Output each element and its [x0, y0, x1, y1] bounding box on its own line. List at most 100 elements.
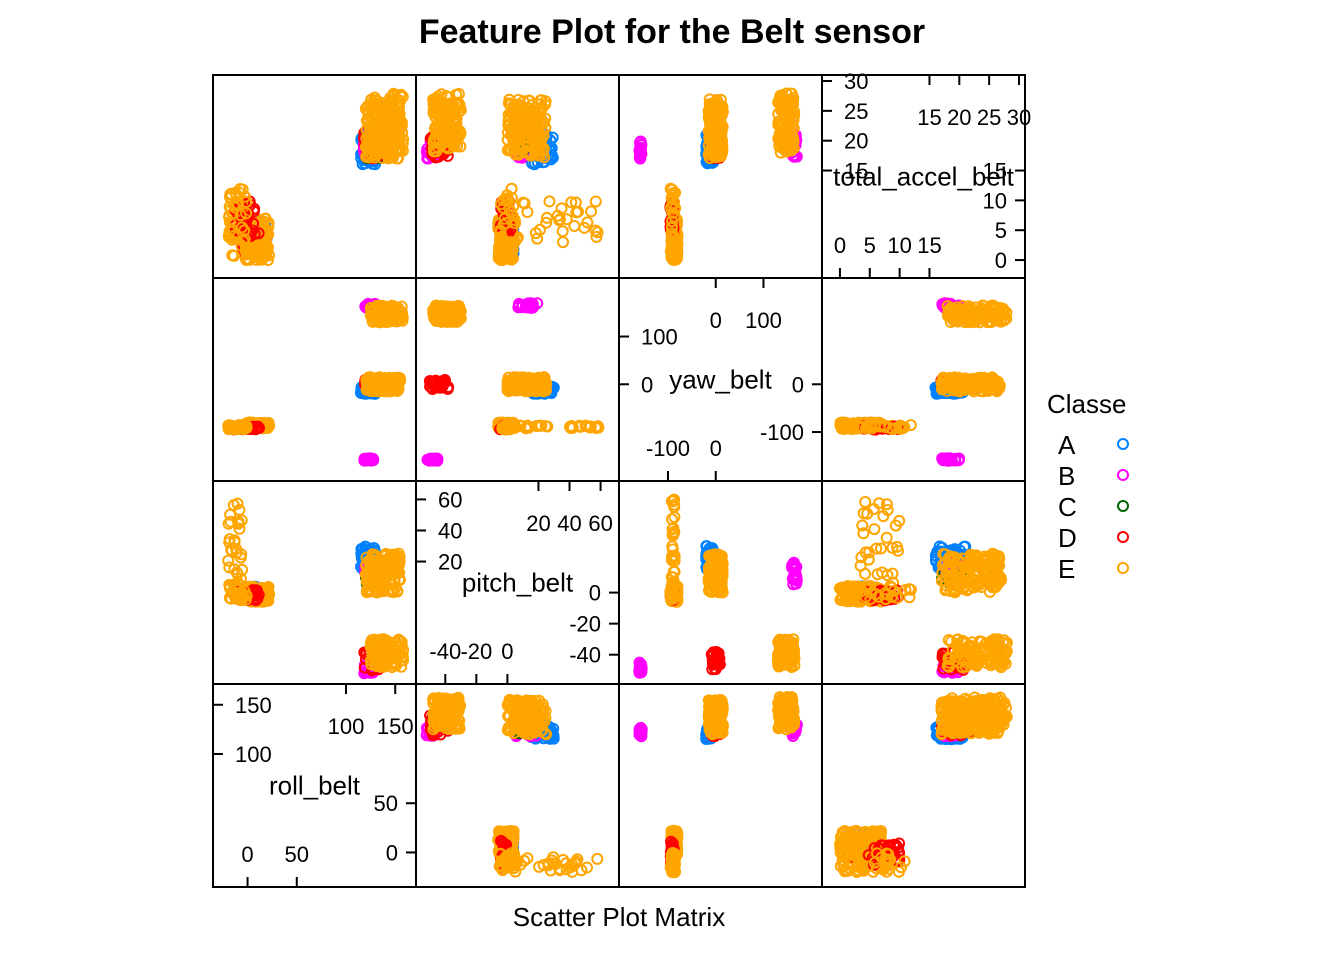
data-point-E: [438, 100, 451, 113]
data-point-E: [436, 134, 449, 147]
data-point-E: [238, 224, 251, 237]
panel-r0-c2: [618, 74, 823, 279]
data-point-E: [501, 126, 514, 139]
panel-r1-c0: [212, 277, 417, 482]
data-point-E: [500, 217, 513, 230]
data-point-E: [240, 254, 253, 266]
tick-label: 0: [710, 436, 722, 461]
tick-label: 100: [745, 308, 782, 333]
data-point-E: [234, 183, 247, 195]
data-point-E: [521, 206, 534, 218]
tick-label: 5: [995, 218, 1007, 243]
data-point-E: [243, 247, 256, 260]
data-point-E: [430, 120, 443, 133]
data-point-E: [386, 90, 399, 103]
data-point-E: [234, 209, 247, 222]
data-point-E: [393, 144, 406, 157]
data-point-E: [227, 229, 240, 242]
data-point-E: [543, 195, 556, 208]
data-point-E: [452, 87, 465, 100]
data-point-E: [555, 202, 568, 215]
data-point-E: [383, 112, 396, 125]
tick-label: 15: [917, 233, 941, 258]
chart-title: Feature Plot for the Belt sensor: [419, 13, 925, 51]
data-point-E: [366, 128, 378, 141]
data-point-E: [263, 249, 275, 262]
tick-label: 20: [844, 129, 868, 154]
data-point-E: [427, 104, 440, 116]
data-point-E: [554, 213, 566, 226]
data-point-E: [540, 216, 553, 229]
data-point-E: [538, 151, 551, 164]
tick-label: 25: [977, 105, 1001, 130]
data-point-E: [534, 223, 546, 236]
data-point-E: [568, 220, 581, 232]
data-point-E: [236, 221, 248, 234]
data-point-E: [591, 226, 604, 239]
data-point-E: [223, 216, 236, 228]
data-point-E: [388, 88, 401, 101]
data-point-E: [507, 118, 520, 131]
panel-r2-c0: [212, 480, 417, 685]
data-point-E: [430, 136, 443, 149]
data-point-E: [238, 233, 251, 246]
data-point-E: [496, 254, 509, 266]
data-point-E: [585, 205, 598, 218]
panel-r0-c0: [212, 74, 417, 279]
data-point-E: [503, 251, 516, 264]
data-point-E: [517, 196, 530, 209]
tick-label: 20: [947, 105, 971, 130]
data-point-E: [556, 225, 569, 238]
data-point-E: [532, 106, 545, 119]
tick-label: 100: [641, 325, 678, 350]
variable-label: yaw_belt: [669, 365, 772, 395]
data-point-E: [533, 137, 545, 150]
x-axis-label: Scatter Plot Matrix: [513, 902, 725, 932]
data-point-E: [432, 102, 445, 115]
data-point-E: [373, 120, 386, 132]
data-point-E: [572, 205, 584, 218]
tick-label: 15: [983, 159, 1007, 184]
data-point-E: [501, 144, 514, 157]
data-point-E: [225, 223, 238, 235]
data-point-E: [497, 218, 510, 231]
data-point-B: [635, 148, 648, 161]
tick-label: 10: [983, 188, 1007, 213]
data-point-E: [565, 196, 578, 209]
data-point-E: [535, 134, 548, 147]
data-point-E: [589, 224, 602, 237]
data-point-E: [501, 189, 514, 202]
tick-label: 0: [834, 233, 846, 258]
tick-label: 0: [641, 372, 653, 397]
data-point-D: [248, 227, 261, 240]
data-point-E: [503, 93, 516, 106]
data-point-E: [494, 232, 507, 245]
tick-label: 30: [1007, 105, 1031, 130]
data-point-E: [367, 142, 380, 155]
panel-r0-c1: [415, 74, 620, 279]
data-point-E: [228, 249, 241, 262]
tick-label: 25: [844, 99, 868, 124]
data-point-E: [517, 114, 530, 127]
tick-label: 15: [844, 159, 868, 184]
data-point-E: [376, 101, 389, 113]
data-point-E: [517, 126, 530, 139]
tick-label: 5: [864, 233, 876, 258]
tick-label: 0: [710, 308, 722, 333]
data-point-E: [397, 133, 410, 146]
data-point-D: [247, 205, 260, 218]
panel-r1-c3: [821, 277, 1026, 482]
data-point-E: [500, 235, 513, 248]
data-point-E: [454, 140, 467, 153]
data-point-E: [539, 121, 552, 134]
tick-label: 0: [792, 372, 804, 397]
data-point-E: [224, 188, 237, 201]
data-point-E: [524, 146, 537, 159]
data-point-E: [578, 221, 591, 234]
data-point-E: [235, 239, 248, 252]
panel-r1-c1: [415, 277, 620, 482]
data-point-E: [445, 133, 458, 146]
panels-group: total_accel_belt005510101515151520202525…: [212, 69, 1031, 888]
